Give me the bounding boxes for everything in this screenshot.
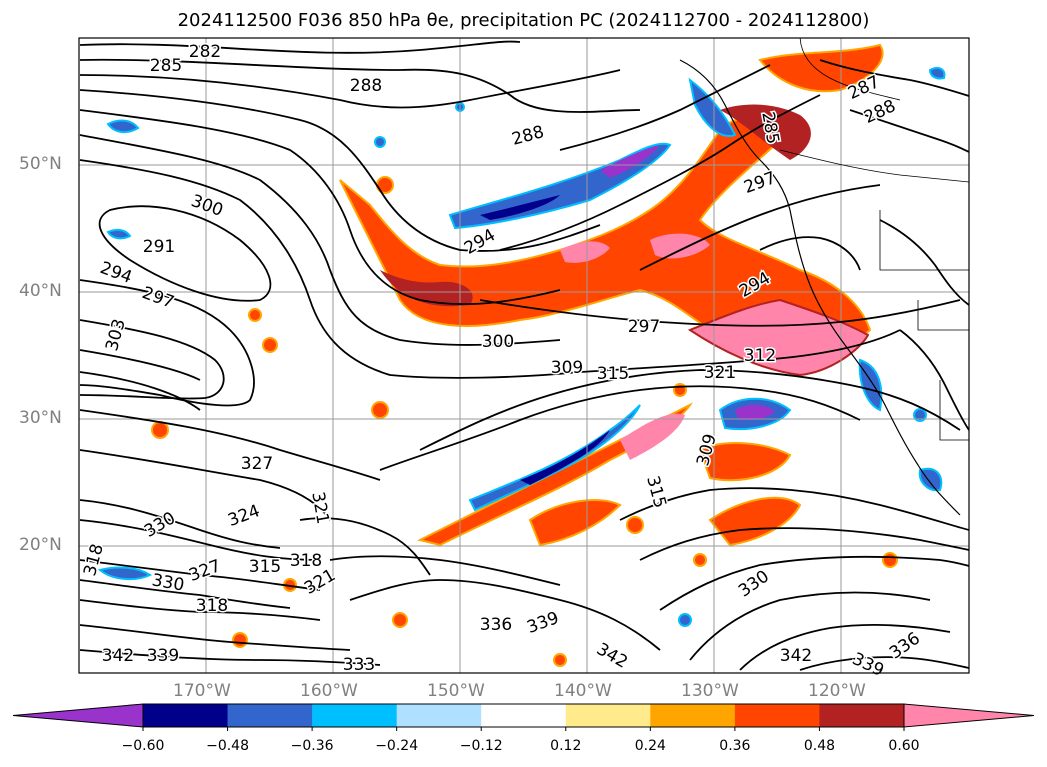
lat-lon-gridlines bbox=[79, 38, 969, 673]
contour-label: 315 bbox=[249, 557, 281, 577]
contour-label: 342 bbox=[102, 646, 134, 666]
colorbar-tick-label: 0.48 bbox=[803, 738, 836, 754]
contour-label: 333 bbox=[343, 655, 375, 675]
longitude-label: 130°W bbox=[681, 681, 739, 701]
colorbar-tick-label: 0.12 bbox=[550, 738, 582, 754]
contour-label: 339 bbox=[147, 646, 179, 666]
latitude-label: 20°N bbox=[19, 535, 62, 555]
colorbar-outline bbox=[142, 703, 905, 728]
contour-label: 321 bbox=[704, 363, 736, 383]
colorbar-swatch bbox=[819, 704, 905, 727]
colorbar-tick-label: 0.36 bbox=[719, 738, 751, 754]
contour-label: 300 bbox=[482, 332, 514, 352]
longitude-label: 150°W bbox=[427, 681, 485, 701]
contour-label: 297 bbox=[628, 317, 660, 337]
map-title: 2024112500 F036 850 hPa θe, precipitatio… bbox=[177, 10, 870, 31]
longitude-label: 120°W bbox=[808, 681, 866, 701]
colorbar-tick-label: 0.60 bbox=[888, 738, 920, 754]
colorbar-swatch bbox=[650, 704, 736, 727]
contour-label: 312 bbox=[744, 346, 776, 366]
contour-label: 336 bbox=[480, 615, 512, 635]
colorbar-tick-label: −0.48 bbox=[206, 738, 249, 754]
contour-label: 318 bbox=[196, 596, 228, 616]
colorbar-extend-max bbox=[903, 703, 1035, 728]
colorbar-tick-label: −0.36 bbox=[290, 738, 334, 754]
colorbar-swatch bbox=[143, 704, 229, 727]
contour-label: 282 bbox=[189, 42, 221, 62]
theta-e-contours bbox=[79, 40, 969, 671]
contour-label: 342 bbox=[780, 646, 812, 666]
colorbar-tick-label: 0.24 bbox=[634, 738, 666, 754]
contour-label: 285 bbox=[757, 110, 782, 145]
colorbar-swatch bbox=[734, 704, 820, 727]
contour-label: 309 bbox=[551, 358, 583, 378]
colorbar-swatch bbox=[565, 704, 651, 727]
contour-label: 291 bbox=[143, 237, 175, 257]
contour-label: 285 bbox=[150, 56, 182, 76]
latitude-label: 50°N bbox=[19, 154, 62, 174]
colorbar-extend-min bbox=[12, 703, 144, 728]
colorbar-tick-label: −0.24 bbox=[375, 738, 419, 754]
longitude-label: 140°W bbox=[554, 681, 612, 701]
colorbar-swatch bbox=[227, 704, 313, 727]
longitude-label: 170°W bbox=[173, 681, 231, 701]
map-frame bbox=[78, 37, 970, 674]
precipitation-fill-layer bbox=[97, 43, 946, 667]
colorbar-swatch bbox=[312, 704, 398, 727]
colorbar-swatch bbox=[396, 704, 482, 727]
contour-label: 315 bbox=[597, 364, 629, 384]
contour-label: 327 bbox=[241, 454, 273, 474]
contour-label: 318 bbox=[290, 551, 322, 571]
colorbar-tick-label: −0.60 bbox=[121, 738, 165, 754]
colorbar bbox=[12, 703, 1035, 731]
coastline bbox=[679, 38, 969, 516]
colorbar-swatch bbox=[481, 704, 567, 727]
latitude-label: 30°N bbox=[19, 408, 62, 428]
longitude-label: 160°W bbox=[300, 681, 358, 701]
colorbar-tick-label: −0.12 bbox=[459, 738, 503, 754]
latitude-label: 40°N bbox=[19, 281, 62, 301]
contour-label: 288 bbox=[350, 76, 382, 96]
